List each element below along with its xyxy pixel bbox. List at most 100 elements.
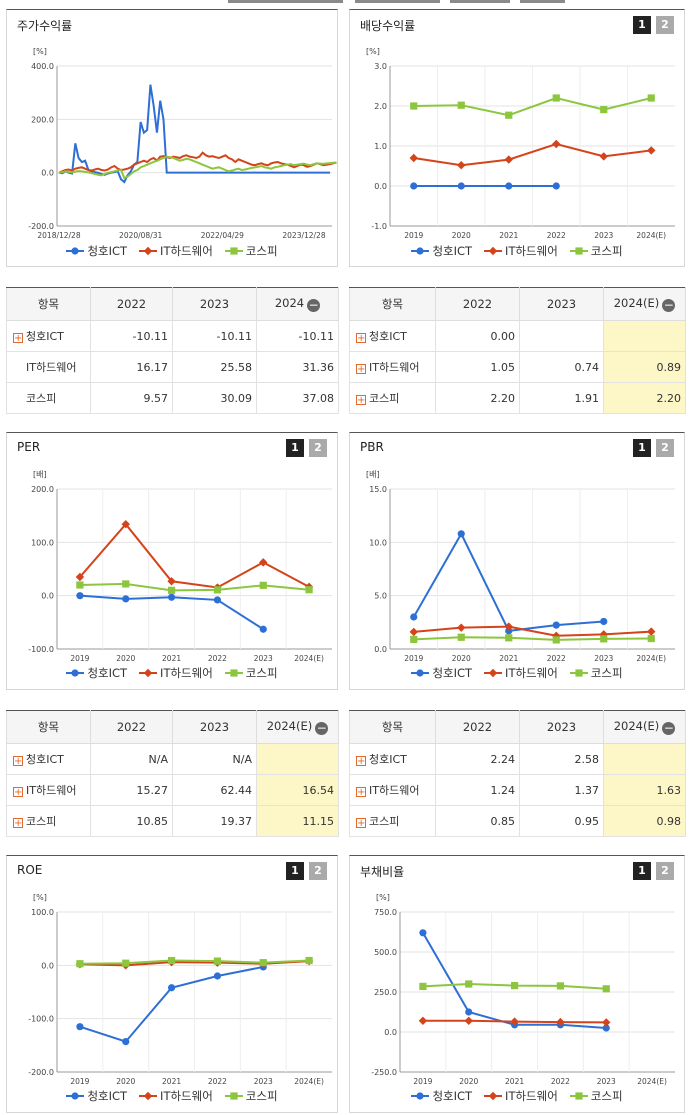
data-point (122, 595, 130, 603)
dividend-yield-table: 항목 2022 2023 2024(E) − + 청호ICT 0.00 + IT하드웨어 1.05 0… (349, 287, 686, 414)
legend-marker (143, 668, 153, 678)
row-label: + IT하드웨어 (6, 774, 91, 806)
legend-item[interactable]: 코스피 (569, 665, 623, 681)
data-point (167, 593, 176, 601)
legend-item[interactable]: 청호ICT (66, 665, 127, 681)
expand-icon[interactable]: + (13, 756, 23, 767)
collapse-icon[interactable]: − (315, 721, 329, 735)
x-tick-label: 2024(E) (636, 231, 666, 240)
chart-legend: 청호ICT IT하드웨어 코스피 (7, 665, 337, 681)
collapse-icon[interactable]: − (662, 721, 676, 735)
collapse-icon[interactable]: − (662, 298, 676, 312)
price-return-panel: 주가수익률 [%] 400.0 200.0 0.0 -200.0 2018/12/28 20… (6, 9, 338, 267)
legend-item[interactable]: 코스피 (224, 665, 278, 681)
row-name: 코스피 (369, 815, 400, 828)
legend-item[interactable]: IT하드웨어 (484, 665, 558, 681)
collapse-icon[interactable]: − (307, 298, 321, 312)
series-line (58, 84, 330, 184)
pager-button-1[interactable]: 1 (633, 16, 651, 34)
y-tick-label: 100.0 (31, 908, 54, 917)
y-tick-label: 0.0 (41, 592, 54, 601)
pager-button-1[interactable]: 1 (633, 862, 651, 880)
roe-chart: [%] 100.0 0.0 -100.0 -200.0 2019 2020 2021 2022 2… (28, 893, 332, 1086)
legend-item[interactable]: IT하드웨어 (484, 1088, 558, 1104)
x-tick-label: 2020/08/31 (119, 231, 162, 240)
pager-button-2[interactable]: 2 (656, 16, 674, 34)
legend-item[interactable]: 청호ICT (411, 1088, 472, 1104)
legend-marker (71, 1092, 80, 1100)
table-row: + 청호ICT 0.00 (349, 320, 686, 352)
pager-button-1[interactable]: 1 (286, 439, 304, 457)
y-tick-label: -200.0 (28, 1068, 54, 1077)
legend-marker-icon (139, 668, 158, 678)
header-year: 2023 (519, 710, 604, 744)
expand-icon[interactable]: + (356, 787, 366, 798)
table-cell: 15.27 (90, 774, 173, 806)
axis-unit-label: [%] (366, 47, 380, 56)
table-cell: 2.58 (519, 743, 604, 775)
legend-item[interactable]: 코스피 (224, 243, 278, 259)
data-point (305, 956, 313, 965)
expand-icon[interactable]: + (13, 818, 23, 829)
x-tick-label: 2019 (70, 1077, 89, 1086)
pager-button-1[interactable]: 1 (286, 862, 304, 880)
table-row: + 코스피 2.20 1.91 2.20 (349, 382, 686, 414)
legend-item[interactable]: 청호ICT (66, 243, 127, 259)
x-tick-label: 2022 (208, 654, 227, 663)
legend-item[interactable]: IT하드웨어 (139, 243, 213, 259)
legend-label: 코스피 (590, 666, 623, 680)
pager-button-2[interactable]: 2 (656, 439, 674, 457)
data-point (556, 982, 565, 990)
legend-label: 청호ICT (87, 1089, 128, 1103)
legend-item[interactable]: IT하드웨어 (139, 1088, 213, 1104)
expand-icon[interactable]: + (13, 333, 23, 344)
table-cell: 10.85 (90, 805, 173, 837)
x-tick-label: 2020 (452, 654, 471, 663)
table-cell: N/A (90, 743, 173, 775)
pager-button-2[interactable]: 2 (656, 862, 674, 880)
expand-icon[interactable]: + (356, 818, 366, 829)
expand-icon[interactable]: + (356, 395, 366, 406)
data-point (465, 980, 473, 988)
y-tick-label: 1.0 (374, 142, 387, 151)
data-point (505, 182, 513, 190)
table-row: + IT하드웨어 15.27 62.44 16.54 (6, 774, 339, 806)
series-line (413, 636, 652, 641)
legend-item[interactable]: 코스피 (224, 1088, 278, 1104)
series-line (413, 625, 652, 637)
expand-icon[interactable]: + (356, 756, 366, 767)
pager-button-2[interactable]: 2 (309, 862, 327, 880)
expand-icon[interactable]: + (356, 364, 366, 375)
table-cell: 25.58 (172, 351, 257, 383)
legend-item[interactable]: 코스피 (569, 1088, 623, 1104)
legend-item[interactable]: IT하드웨어 (139, 665, 213, 681)
legend-item[interactable]: 청호ICT (411, 665, 472, 681)
legend-label: 코스피 (590, 1089, 623, 1103)
series-line (79, 522, 310, 589)
expand-icon[interactable]: + (356, 333, 366, 344)
legend-item[interactable]: 청호ICT (66, 1088, 127, 1104)
y-tick-label: 5.0 (374, 592, 387, 601)
x-tick-label: 2019 (404, 231, 423, 240)
data-point (457, 530, 465, 538)
legend-item[interactable]: IT하드웨어 (484, 243, 558, 259)
data-point (259, 959, 267, 967)
data-point (457, 101, 465, 109)
per-chart: [배] 200.0 100.0 0.0 -100.0 2019 2020 2021 2022 20… (28, 470, 332, 663)
y-tick-label: 0.0 (374, 182, 387, 191)
legend-label: IT하드웨어 (160, 1089, 213, 1103)
legend-label: IT하드웨어 (160, 666, 213, 680)
x-tick-label: 2023 (597, 1077, 616, 1086)
y-tick-label: 15.0 (369, 485, 387, 494)
expand-icon[interactable]: + (13, 787, 23, 798)
pager-button-1[interactable]: 1 (633, 439, 651, 457)
legend-marker (416, 247, 425, 255)
data-point (602, 1018, 611, 1027)
legend-item[interactable]: 코스피 (569, 243, 623, 259)
legend-item[interactable]: 청호ICT (411, 243, 472, 259)
data-point (552, 182, 560, 190)
legend-marker (488, 668, 498, 678)
pager-button-2[interactable]: 2 (309, 439, 327, 457)
pbr-table: 항목 2022 2023 2024(E) − + 청호ICT 2.24 2.58 + IT하드웨어 1… (349, 710, 686, 837)
